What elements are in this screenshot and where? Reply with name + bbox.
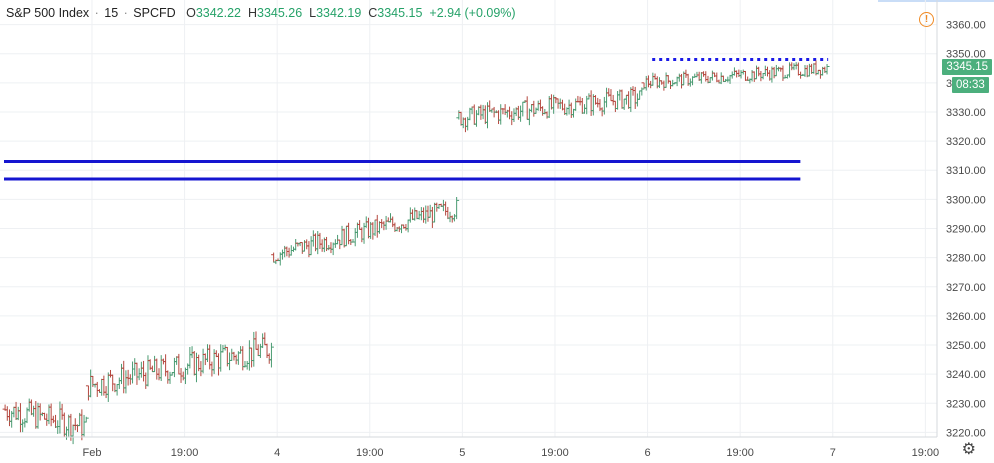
- open-value: 3342.22: [195, 6, 242, 20]
- symbol-name[interactable]: S&P 500 Index: [6, 6, 90, 20]
- low-label: L: [309, 6, 317, 20]
- time-tick-label: 7: [830, 447, 836, 459]
- top-strip: [878, 0, 994, 2]
- legend-dot: ·: [91, 6, 103, 20]
- price-tick-label: 3220.00: [946, 427, 986, 439]
- price-bars: [2, 60, 830, 445]
- ohlc-bar: [83, 416, 89, 423]
- time-tick-label: 6: [645, 447, 651, 459]
- time-tick-label: 4: [274, 447, 280, 459]
- alert-icon[interactable]: !: [919, 12, 934, 27]
- high-label: H: [247, 6, 257, 20]
- price-tick-label: 3280.00: [946, 253, 986, 265]
- low-value: 3342.19: [316, 6, 362, 20]
- price-tick-label: 3300.00: [946, 194, 986, 206]
- grid-layer: [0, 0, 937, 437]
- ohlc-bar: [639, 87, 645, 96]
- price-tick-label: 3260.00: [946, 311, 986, 323]
- price-tick-label: 3320.00: [946, 136, 986, 148]
- close-value: 3345.15: [377, 6, 423, 20]
- time-tick-label: Feb: [82, 447, 101, 459]
- close-label: C: [368, 6, 378, 20]
- price-tick-label: 3240.00: [946, 369, 986, 381]
- change-value: +2.94 (+0.09%): [429, 6, 516, 20]
- time-tick-label: 19:00: [912, 447, 940, 459]
- time-tick-label: 5: [459, 447, 465, 459]
- chart-legend: S&P 500 Index · 15 · SPCFD O3342.22 H334…: [6, 6, 516, 20]
- time-tick-label: 19:00: [541, 447, 569, 459]
- open-label: O: [186, 6, 196, 20]
- price-tick-label: 3250.00: [946, 340, 986, 352]
- time-tick-label: 19:00: [171, 447, 199, 459]
- price-tick-label: 3330.00: [946, 107, 986, 119]
- high-value: 3345.26: [257, 6, 303, 20]
- time-tick-label: 19:00: [726, 447, 754, 459]
- time-axis: Feb 19:00 4 19:00 5 19:00 6 19:00 7 19:00: [82, 447, 939, 459]
- price-tick-label: 3290.00: [946, 224, 986, 236]
- price-tick-label: 3310.00: [946, 165, 986, 177]
- price-tick-label: 3360.00: [946, 20, 986, 32]
- ohlc-bar: [824, 64, 830, 75]
- price-tick-label: 3350.00: [946, 49, 986, 61]
- level-layer: [4, 58, 829, 181]
- price-tick-label: 3230.00: [946, 398, 986, 410]
- price-tick-label: 3270.00: [946, 282, 986, 294]
- time-tick-label: 19:00: [356, 447, 384, 459]
- last-price-tag: 3345.15: [942, 58, 992, 75]
- legend-dot: ·: [120, 6, 132, 20]
- ohlc-bar: [268, 342, 274, 368]
- gear-icon[interactable]: ⚙: [961, 441, 976, 458]
- interval-label[interactable]: 15: [104, 6, 119, 20]
- source-label: SPCFD: [133, 6, 176, 20]
- bar-countdown-tag: 08:33: [952, 76, 989, 93]
- ohlc-bar: [454, 197, 460, 220]
